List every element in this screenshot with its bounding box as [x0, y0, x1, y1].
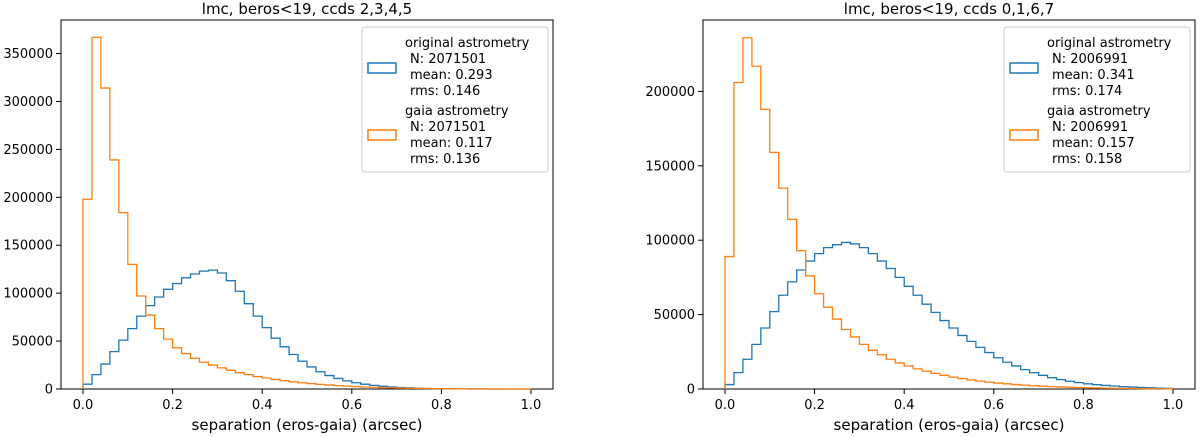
y-tick-label: 200000: [3, 191, 53, 206]
x-axis-label: separation (eros-gaia) (arcsec): [192, 416, 423, 434]
legend-gaia-mean: mean: 0.157: [1052, 136, 1135, 151]
legend-swatch-gaia: [367, 129, 397, 141]
y-tick-label: 0: [45, 383, 53, 398]
y-tick-label: 100000: [645, 234, 695, 249]
series-line-original: [724, 241, 1174, 390]
x-tick-label: 0.8: [1073, 398, 1094, 413]
legend-original-name: original astrometry: [405, 36, 530, 51]
legend-box: [1003, 26, 1191, 173]
y-tick-label: 150000: [645, 159, 695, 174]
legend: original astrometry N: 2006991 mean: 0.3…: [1003, 26, 1191, 173]
series-line-gaia: [724, 37, 1174, 390]
x-tick-label: 0.0: [715, 398, 736, 413]
x-tick-label: 0.0: [73, 398, 94, 413]
x-ticks: 0.0 0.2 0.4 0.6 0.8 1.0: [715, 389, 1184, 413]
legend-swatch-original: [367, 62, 397, 74]
chart-title: lmc, beros<19, ccds 2,3,4,5: [202, 0, 412, 18]
x-ticks: 0.0 0.2 0.4 0.6 0.8 1.0: [73, 389, 542, 413]
y-tick-label: 200000: [645, 85, 695, 100]
x-tick-label: 0.6: [983, 398, 1004, 413]
x-tick-label: 0.4: [252, 398, 273, 413]
x-tick-label: 1.0: [1163, 398, 1184, 413]
legend-gaia-name: gaia astrometry: [1047, 104, 1151, 119]
legend-swatch-gaia: [1009, 129, 1039, 141]
y-tick-label: 150000: [3, 239, 53, 254]
x-tick-label: 0.2: [804, 398, 825, 413]
y-tick-label: 50000: [654, 308, 695, 323]
series-layer: [82, 36, 532, 390]
legend-original-rms: rms: 0.174: [1052, 84, 1122, 99]
legend-label-gaia: gaia astrometry N: 2071501 mean: 0.117 r…: [405, 104, 513, 167]
chart-title: lmc, beros<19, ccds 0,1,6,7: [844, 0, 1054, 18]
plot-area: [60, 19, 554, 390]
y-tick-label: 0: [687, 383, 695, 398]
legend-original-name: original astrometry: [1047, 36, 1172, 51]
y-ticks: 0 50000 100000 150000 200000 250000 300000 3500…: [3, 47, 61, 398]
legend: original astrometry N: 2071501 mean: 0.2…: [361, 26, 549, 173]
legend-original-n: N: 2006991: [1052, 52, 1128, 67]
y-tick-label: 100000: [3, 287, 53, 302]
x-tick-label: 1.0: [521, 398, 542, 413]
plot-area: [702, 19, 1196, 390]
y-tick-label: 50000: [12, 335, 53, 350]
series-line-original: [82, 269, 531, 390]
series-layer: [724, 37, 1174, 390]
x-tick-label: 0.4: [894, 398, 915, 413]
legend-gaia-rms: rms: 0.136: [410, 152, 480, 167]
legend-original-mean: mean: 0.293: [410, 68, 493, 83]
legend-label-original: original astrometry N: 2006991 mean: 0.3…: [1047, 36, 1176, 99]
legend-gaia-rms: rms: 0.158: [1052, 152, 1122, 167]
legend-label-gaia: gaia astrometry N: 2006991 mean: 0.157 r…: [1047, 104, 1155, 167]
chart-panel-left: lmc, beros<19, ccds 2,3,4,5 0.0 0.2 0.4 0.6…: [3, 0, 554, 434]
x-axis-label: separation (eros-gaia) (arcsec): [834, 416, 1065, 434]
y-tick-label: 250000: [3, 143, 53, 158]
chart-panel-right: lmc, beros<19, ccds 0,1,6,7 0.0 0.2 0.4 0.6…: [645, 0, 1196, 434]
legend-label-original: original astrometry N: 2071501 mean: 0.2…: [405, 36, 534, 99]
y-ticks: 0 50000 100000 150000 200000: [645, 85, 703, 398]
y-tick-label: 300000: [3, 95, 53, 110]
series-line-gaia: [82, 36, 532, 390]
legend-original-mean: mean: 0.341: [1052, 68, 1135, 83]
legend-gaia-n: N: 2071501: [410, 120, 486, 135]
legend-gaia-name: gaia astrometry: [405, 104, 509, 119]
legend-swatch-original: [1009, 62, 1039, 74]
x-tick-label: 0.2: [162, 398, 183, 413]
legend-original-rms: rms: 0.146: [410, 84, 480, 99]
legend-gaia-n: N: 2006991: [1052, 120, 1128, 135]
y-tick-label: 350000: [3, 47, 53, 62]
x-tick-label: 0.6: [341, 398, 362, 413]
legend-gaia-mean: mean: 0.117: [410, 136, 493, 151]
x-tick-label: 0.8: [431, 398, 452, 413]
legend-box: [361, 26, 549, 173]
legend-original-n: N: 2071501: [410, 52, 486, 67]
